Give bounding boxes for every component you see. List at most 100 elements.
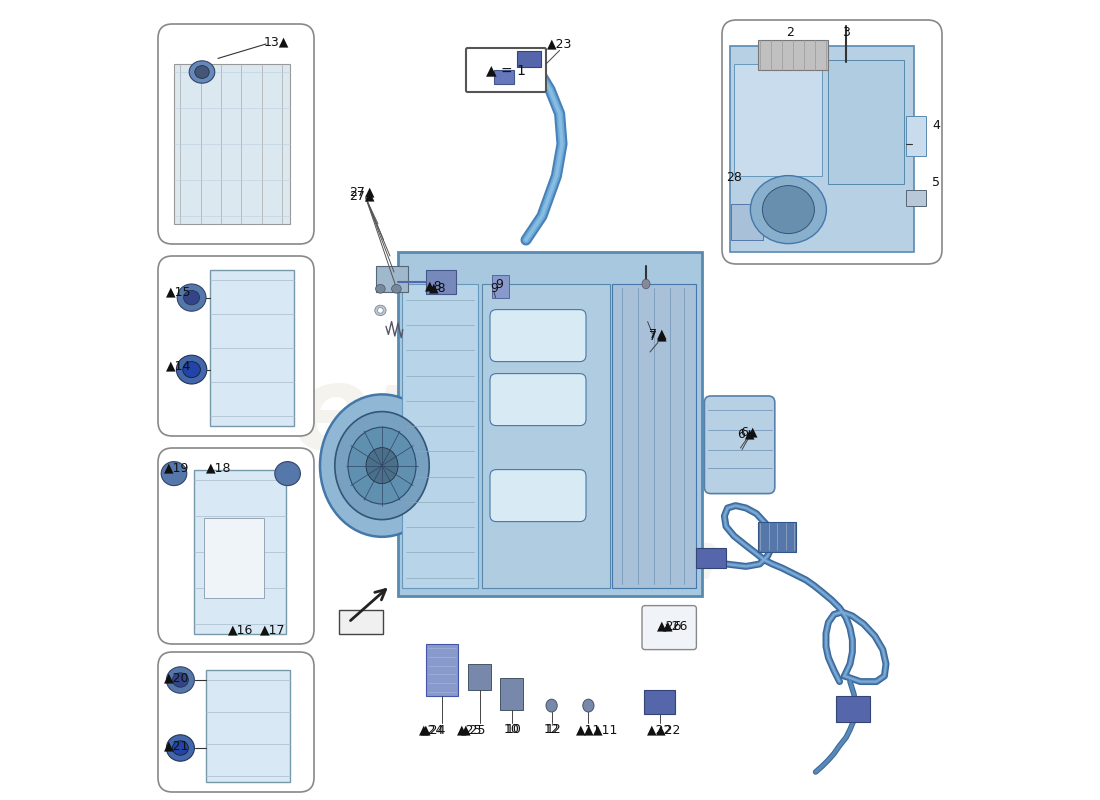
FancyBboxPatch shape [158,448,314,644]
Ellipse shape [348,427,416,504]
Text: europ: europ [293,358,680,474]
Bar [398,252,702,596]
Text: 12: 12 [546,723,562,736]
Text: ▲24: ▲24 [421,723,447,736]
Bar [194,470,286,634]
Text: 10: 10 [506,723,521,736]
Text: ▲ = 1: ▲ = 1 [486,63,526,77]
Text: 27▲: 27▲ [350,186,375,198]
Ellipse shape [375,306,386,315]
Bar [205,518,264,598]
Bar [758,40,828,70]
Text: ▲18: ▲18 [206,462,231,474]
Bar [906,116,926,156]
Text: ▲8: ▲8 [426,279,443,292]
Bar [426,270,456,294]
Text: a passion: a passion [376,478,724,594]
Bar [426,644,458,696]
Bar [758,522,796,552]
Bar [645,690,674,714]
Text: 2: 2 [786,26,794,38]
Text: ▲25: ▲25 [461,723,486,736]
Text: 6▲: 6▲ [739,426,757,438]
Ellipse shape [162,462,187,486]
Bar [695,548,726,568]
Ellipse shape [377,307,383,314]
Bar [730,46,914,252]
FancyBboxPatch shape [490,470,586,522]
Bar [375,266,408,292]
Text: 10: 10 [504,723,519,736]
Ellipse shape [583,699,594,712]
Bar [482,284,610,588]
Text: 28: 28 [726,171,741,184]
Bar [836,696,870,722]
Ellipse shape [195,66,209,78]
Text: ▲24: ▲24 [419,723,444,736]
Bar [206,670,290,782]
Text: 5: 5 [933,176,940,189]
Text: ▲21: ▲21 [164,739,190,752]
Ellipse shape [183,362,200,378]
FancyBboxPatch shape [490,374,586,426]
Bar [210,270,294,426]
Text: ▲26: ▲26 [657,619,682,632]
Bar [492,275,509,298]
Text: 3: 3 [843,26,850,38]
Bar [517,51,541,67]
Text: 13▲: 13▲ [264,35,289,48]
Text: ▲22: ▲22 [656,723,681,736]
Bar [500,678,522,710]
Text: ▲26: ▲26 [663,619,689,632]
Text: ▲22: ▲22 [647,723,672,736]
Bar [469,664,491,690]
Ellipse shape [334,411,429,520]
Ellipse shape [184,290,199,305]
Ellipse shape [750,176,826,243]
Text: 27▲: 27▲ [350,190,375,202]
Ellipse shape [762,186,814,234]
FancyBboxPatch shape [158,24,314,244]
Bar [339,610,383,634]
Ellipse shape [642,279,650,289]
FancyBboxPatch shape [158,652,314,792]
Text: ▲11: ▲11 [575,723,601,736]
Bar [730,204,762,240]
FancyBboxPatch shape [642,606,696,650]
Bar [906,190,926,206]
Text: ▲8: ▲8 [429,282,447,294]
Text: ▲: ▲ [584,723,593,736]
Bar [613,284,696,588]
FancyBboxPatch shape [466,48,546,92]
Bar [734,64,822,176]
Text: 12: 12 [543,723,560,736]
Ellipse shape [275,462,300,486]
Ellipse shape [392,284,402,293]
Text: 7▲: 7▲ [649,328,667,341]
Text: ▲25: ▲25 [458,723,483,736]
Text: ▲11: ▲11 [593,723,618,736]
Ellipse shape [546,699,558,712]
Text: ▲20: ▲20 [164,671,190,684]
Ellipse shape [375,284,385,293]
FancyBboxPatch shape [490,310,586,362]
Ellipse shape [166,667,195,693]
Ellipse shape [173,673,188,687]
Text: ▲23: ▲23 [547,38,572,50]
Ellipse shape [189,61,214,83]
Bar [494,70,514,84]
Text: ▲15: ▲15 [166,286,191,298]
Text: ▲14: ▲14 [166,359,191,372]
FancyBboxPatch shape [704,396,774,494]
Bar [402,284,478,588]
FancyBboxPatch shape [722,20,942,264]
Text: ▲17: ▲17 [261,623,286,636]
Ellipse shape [177,284,206,311]
Ellipse shape [366,448,398,483]
Text: 9: 9 [491,282,498,294]
Text: 4: 4 [933,119,940,132]
Text: 6▲: 6▲ [737,427,755,440]
Bar [828,60,904,184]
Text: 7▲: 7▲ [649,330,667,342]
Text: 9: 9 [496,278,504,290]
